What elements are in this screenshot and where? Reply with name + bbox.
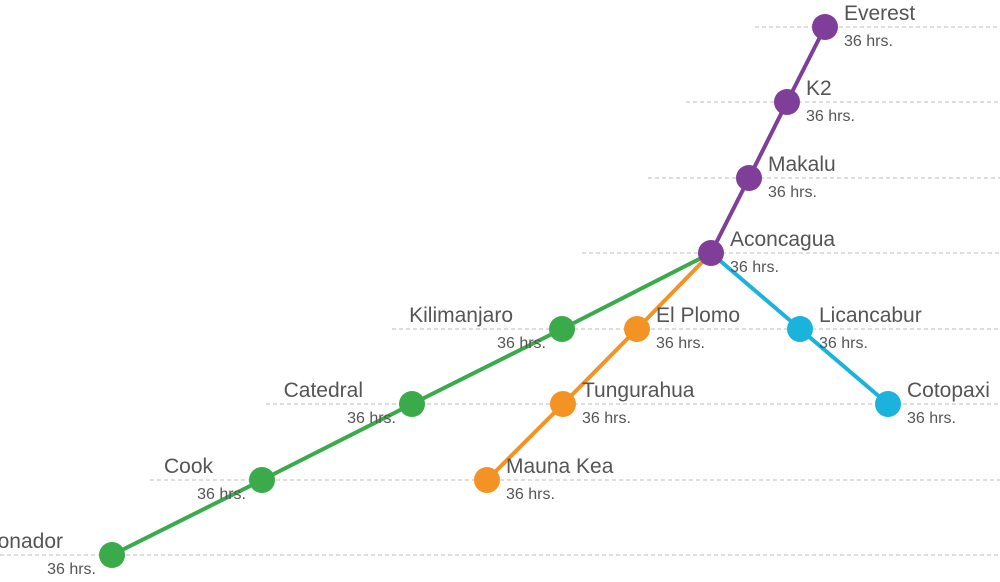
node-marker[interactable] [624,316,650,342]
node-name: Aconcagua [730,228,835,251]
node-el-plomo[interactable]: El Plomo 36 hrs. [624,304,740,352]
node-name: El Plomo [656,304,740,327]
blue-branch-segment [798,327,890,406]
node-tungurahua[interactable]: Tungurahua 36 hrs. [550,379,695,427]
node-marker[interactable] [99,542,125,568]
node-duration: 36 hrs. [582,410,631,427]
node-duration: 36 hrs. [197,486,246,503]
node-tronador[interactable]: Tronador 36 hrs. [0,530,125,578]
node-duration: 36 hrs. [730,259,779,276]
green-branch-segment [410,327,564,406]
node-marker[interactable] [736,165,762,191]
node-mauna-kea[interactable]: Mauna Kea 36 hrs. [474,455,614,503]
node-marker[interactable] [774,89,800,115]
green-branch-segment [110,478,264,557]
node-name: Makalu [768,153,836,176]
node-duration: 36 hrs. [907,410,956,427]
node-k2[interactable]: K2 36 hrs. [774,77,855,125]
green-branch-segment [260,402,414,482]
node-duration: 36 hrs. [506,486,555,503]
orange-branch-segment [635,251,713,331]
node-duration: 36 hrs. [768,184,817,201]
node-catedral[interactable]: Catedral 36 hrs. [284,379,425,427]
node-marker[interactable] [787,316,813,342]
orange-branch-segment [561,327,639,406]
node-duration: 36 hrs. [497,335,546,352]
main-branch-segment [785,25,827,104]
node-duration: 36 hrs. [819,335,868,352]
node-cotopaxi[interactable]: Cotopaxi 36 hrs. [875,379,990,427]
node-everest[interactable]: Everest 36 hrs. [812,2,915,50]
orange-branch-segment [485,402,565,482]
node-name: Everest [844,2,915,25]
node-duration: 36 hrs. [656,335,705,352]
node-marker[interactable] [550,391,576,417]
node-duration: 36 hrs. [844,33,893,50]
node-licancabur[interactable]: Licancabur 36 hrs. [787,304,922,352]
node-name: Cook [164,455,214,478]
node-marker[interactable] [812,14,838,40]
node-name: Catedral [284,379,363,402]
node-name: Mauna Kea [506,455,614,478]
node-marker[interactable] [875,391,901,417]
node-name: Tronador [0,530,63,553]
node-marker[interactable] [399,391,425,417]
node-kilimanjaro[interactable]: Kilimanjaro 36 hrs. [409,304,575,352]
node-marker[interactable] [474,467,500,493]
node-duration: 36 hrs. [347,410,396,427]
node-marker[interactable] [249,467,275,493]
node-makalu[interactable]: Makalu 36 hrs. [736,153,836,201]
grid-lines [0,26,1000,556]
node-name: Tungurahua [582,379,695,402]
node-aconcagua[interactable]: Aconcagua 36 hrs. [698,228,835,276]
node-name: Cotopaxi [907,379,990,402]
node-name: K2 [806,77,832,100]
main-branch-segment [709,176,751,255]
green-branch-segment [560,251,713,331]
main-branch-segment [747,100,789,180]
node-marker[interactable] [698,240,724,266]
node-cook[interactable]: Cook 36 hrs. [164,455,275,503]
blue-branch-segment [709,251,802,331]
branch-lines [110,25,890,557]
node-duration: 36 hrs. [806,108,855,125]
node-name: Kilimanjaro [409,304,513,327]
node-marker[interactable] [549,316,575,342]
node-duration: 36 hrs. [47,561,96,578]
node-name: Licancabur [819,304,922,327]
